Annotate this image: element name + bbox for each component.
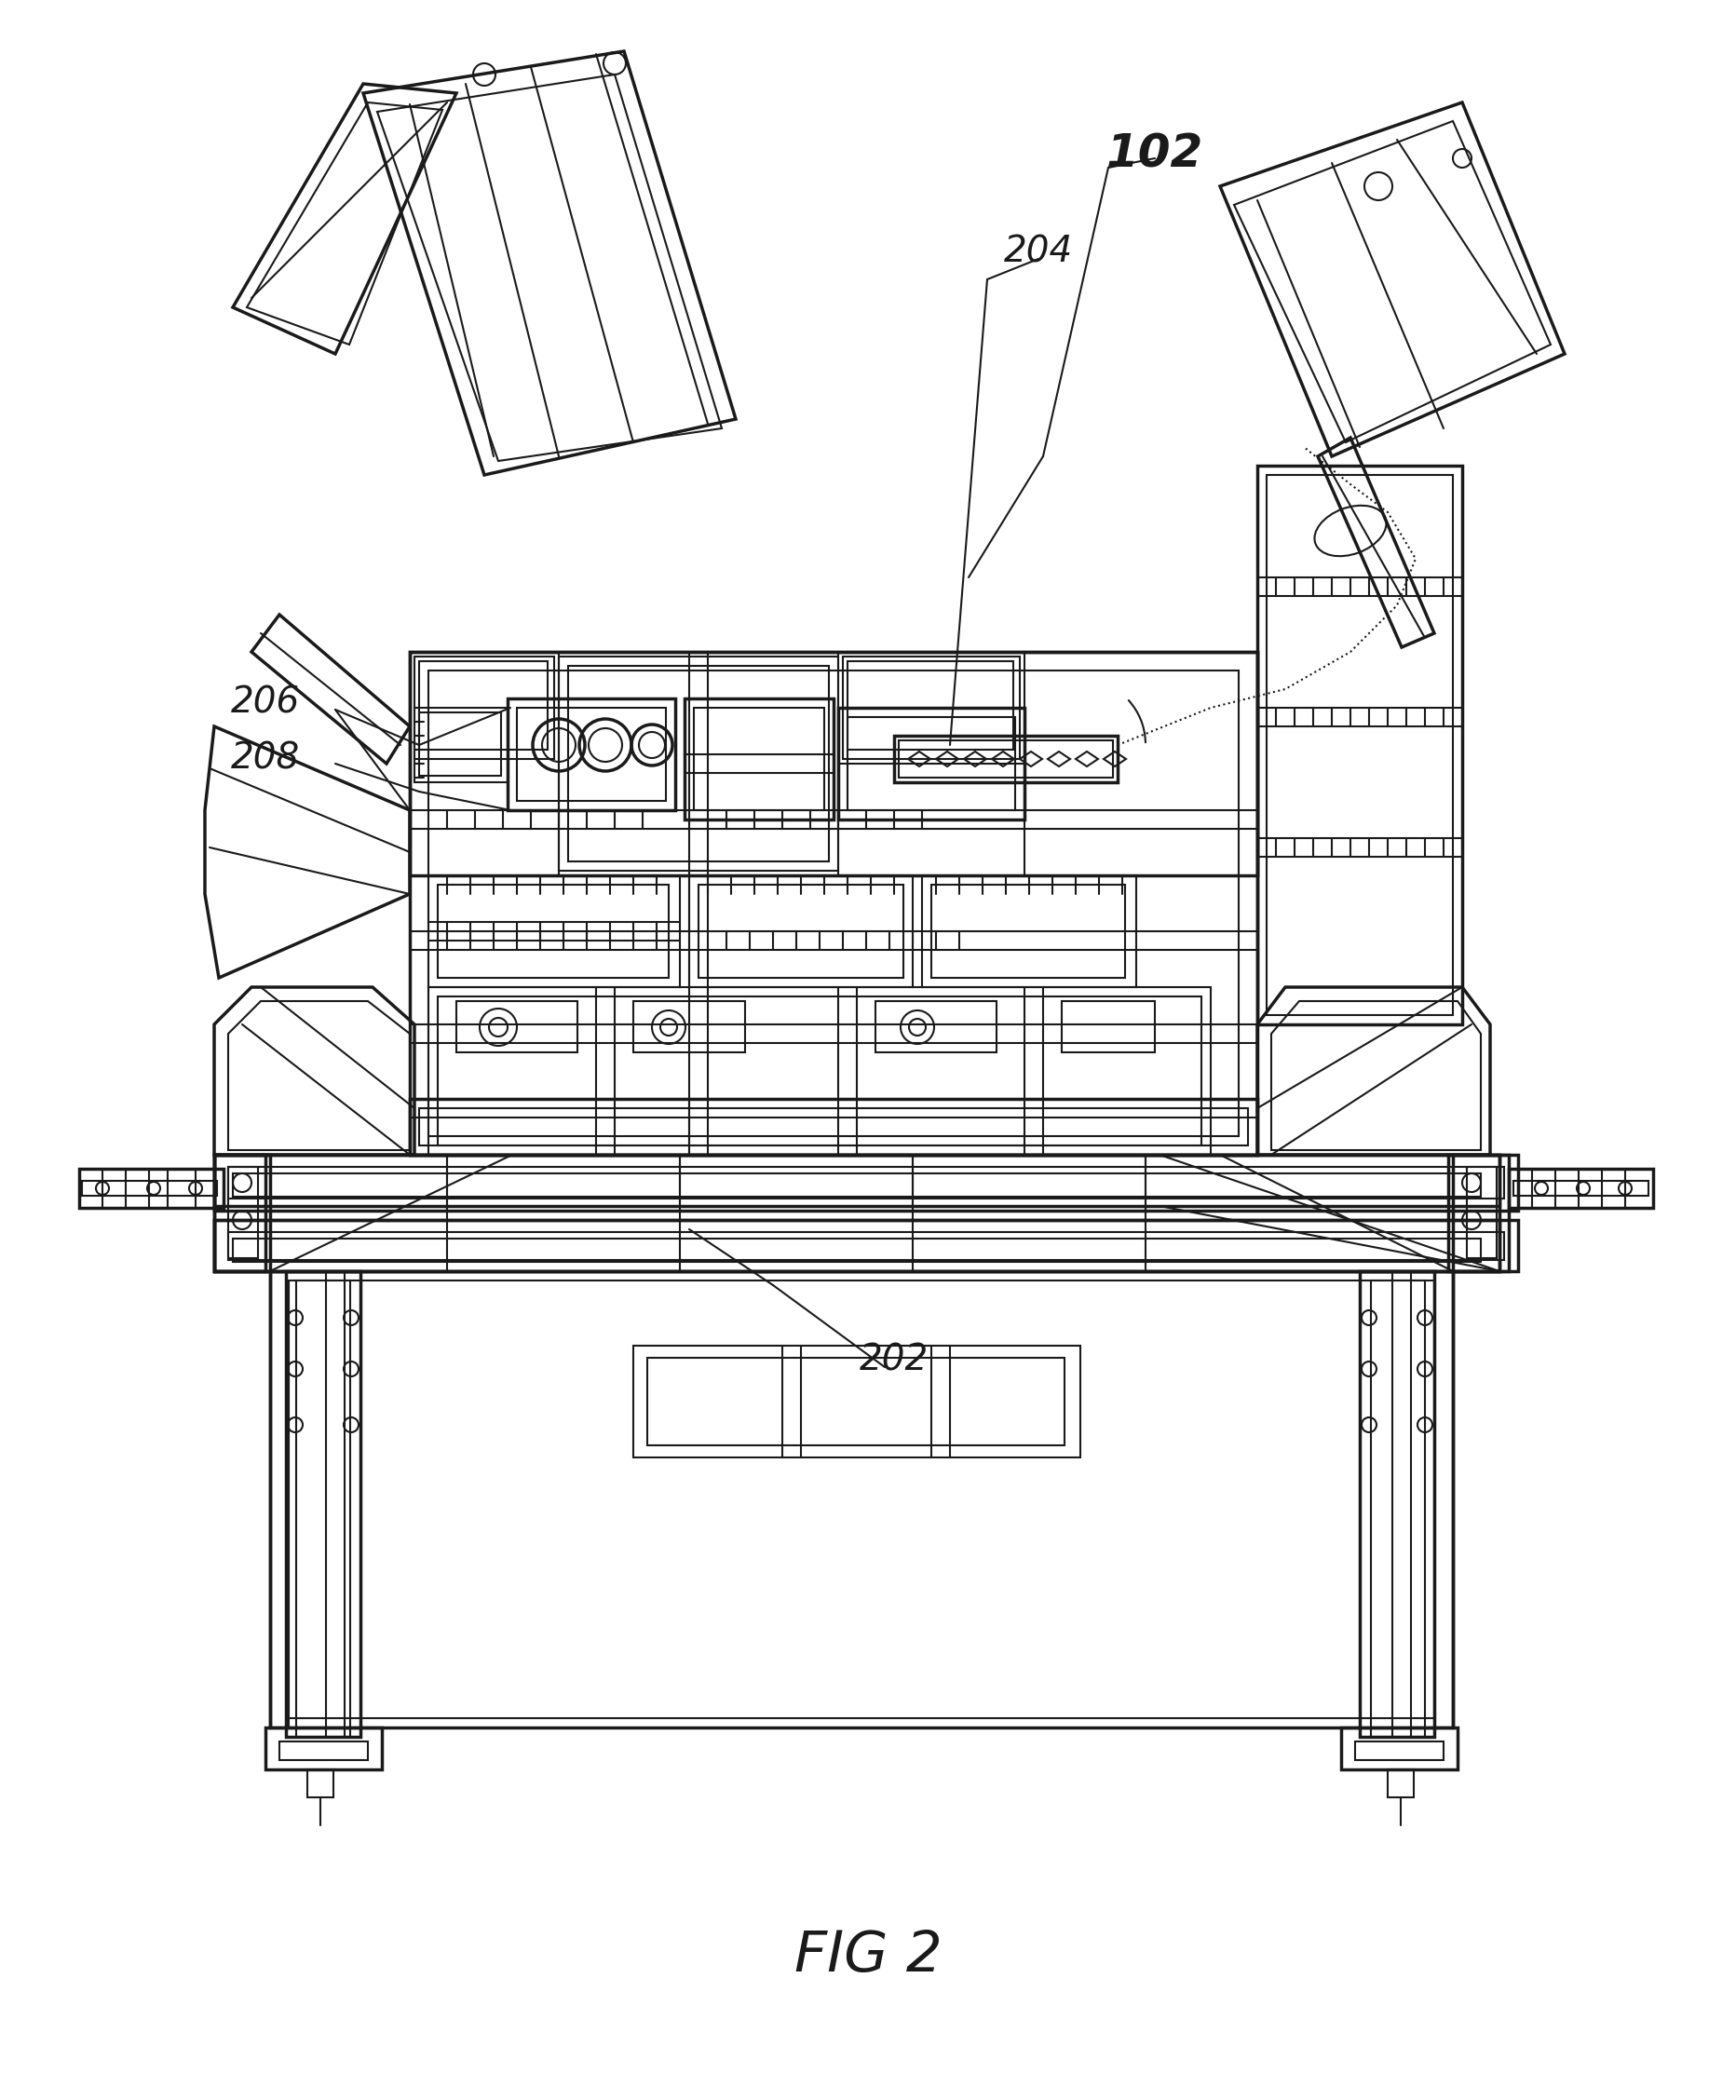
- Text: 204: 204: [1003, 233, 1073, 269]
- Bar: [1509, 1170, 1653, 1207]
- Text: 208: 208: [231, 741, 300, 777]
- Bar: [517, 708, 667, 800]
- Bar: [698, 884, 903, 979]
- Bar: [415, 657, 554, 758]
- Bar: [1467, 1168, 1496, 1258]
- Bar: [288, 1281, 1434, 1718]
- Text: 102: 102: [1106, 132, 1203, 176]
- Bar: [214, 1155, 266, 1270]
- Bar: [418, 1109, 1248, 1145]
- Bar: [648, 1359, 1064, 1445]
- Bar: [694, 708, 825, 811]
- Bar: [437, 998, 1201, 1145]
- Bar: [82, 1180, 217, 1195]
- Bar: [847, 662, 1014, 750]
- Bar: [233, 1174, 1481, 1197]
- Bar: [684, 699, 833, 819]
- Bar: [214, 1155, 271, 1270]
- Bar: [1514, 1180, 1649, 1195]
- Bar: [838, 708, 1024, 819]
- Bar: [894, 735, 1118, 783]
- Bar: [227, 1233, 1503, 1260]
- Bar: [1257, 466, 1462, 1025]
- Bar: [410, 651, 1257, 876]
- Bar: [1448, 1155, 1500, 1270]
- Bar: [899, 741, 1113, 777]
- Bar: [507, 699, 675, 811]
- Bar: [1062, 1002, 1154, 1052]
- Bar: [429, 876, 681, 987]
- Bar: [415, 708, 507, 783]
- Text: 202: 202: [859, 1342, 929, 1378]
- Bar: [271, 1270, 1453, 1728]
- Bar: [429, 987, 1210, 1155]
- Bar: [437, 884, 668, 979]
- Bar: [689, 876, 913, 987]
- Bar: [457, 1002, 578, 1052]
- Bar: [410, 1098, 1257, 1155]
- Bar: [930, 884, 1125, 979]
- Bar: [214, 1155, 1500, 1205]
- Text: FIG 2: FIG 2: [793, 1928, 943, 1982]
- Bar: [844, 657, 1019, 758]
- Bar: [266, 1728, 382, 1770]
- Bar: [307, 1770, 333, 1798]
- Bar: [214, 1220, 1500, 1270]
- Bar: [410, 651, 1257, 1155]
- Bar: [1453, 1155, 1509, 1270]
- Bar: [80, 1170, 224, 1207]
- Bar: [875, 1002, 996, 1052]
- Bar: [1342, 1728, 1458, 1770]
- Bar: [1371, 1281, 1425, 1737]
- Bar: [1387, 1770, 1413, 1798]
- Bar: [286, 1270, 361, 1737]
- Bar: [1356, 1741, 1444, 1760]
- Bar: [214, 1220, 1517, 1270]
- Bar: [429, 670, 1240, 1136]
- Bar: [227, 1168, 259, 1258]
- Bar: [559, 657, 838, 872]
- Bar: [922, 876, 1137, 987]
- Bar: [418, 712, 502, 775]
- Text: 206: 206: [231, 685, 300, 720]
- Bar: [568, 666, 828, 861]
- Bar: [418, 662, 547, 750]
- Bar: [233, 1239, 1481, 1262]
- Bar: [847, 716, 1016, 811]
- Bar: [1359, 1270, 1434, 1737]
- Bar: [1267, 475, 1453, 1014]
- Bar: [634, 1002, 745, 1052]
- Bar: [634, 1346, 1080, 1457]
- Bar: [227, 1168, 1503, 1199]
- Bar: [214, 1155, 1517, 1210]
- Bar: [297, 1281, 351, 1737]
- Bar: [279, 1741, 368, 1760]
